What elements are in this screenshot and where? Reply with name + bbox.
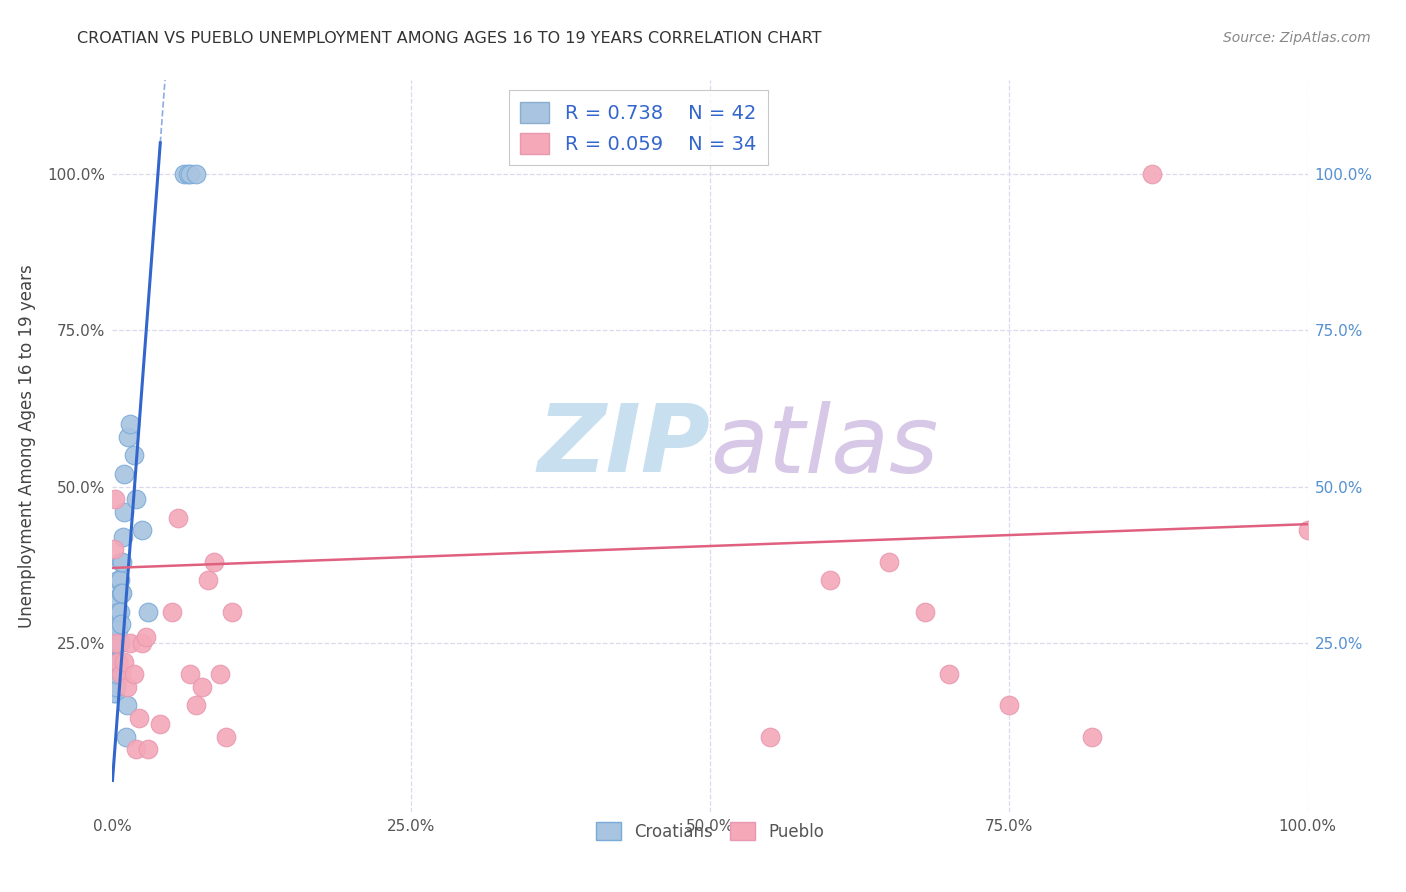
Point [105,680,128,694]
Point [105,636,128,650]
Point [221,605,243,619]
Point [105,592,128,607]
Point [202,555,225,569]
Point [107,605,129,619]
Point [114,655,135,669]
Point [110,586,132,600]
Text: ZIP: ZIP [537,400,710,492]
Point [111,555,134,569]
Text: atlas: atlas [710,401,938,491]
Point [1142,167,1164,181]
Point [104,492,127,507]
Point [108,574,131,588]
Point [149,717,172,731]
Point [120,636,142,650]
Point [114,730,136,744]
Point [110,667,132,681]
Point [191,680,214,694]
Point [103,686,125,700]
Point [112,530,135,544]
Point [104,636,127,650]
Point [131,636,153,650]
Point [120,417,142,431]
Point [115,698,138,713]
Point [173,167,195,181]
Point [107,624,129,638]
Point [177,167,200,181]
Point [197,574,219,588]
Point [103,667,125,681]
Point [186,698,208,713]
Point [105,667,128,681]
Point [209,667,232,681]
Point [105,617,128,632]
Point [179,167,201,181]
Point [135,630,157,644]
Point [108,605,131,619]
Point [117,429,139,443]
Point [103,542,125,557]
Point [104,655,127,669]
Point [186,167,208,181]
Point [107,574,129,588]
Text: Source: ZipAtlas.com: Source: ZipAtlas.com [1223,31,1371,45]
Point [998,698,1021,713]
Point [122,449,145,463]
Text: CROATIAN VS PUEBLO UNEMPLOYMENT AMONG AGES 16 TO 19 YEARS CORRELATION CHART: CROATIAN VS PUEBLO UNEMPLOYMENT AMONG AG… [77,31,823,46]
Point [107,655,129,669]
Point [114,467,135,482]
Point [115,680,138,694]
Point [1081,730,1104,744]
Point [110,555,132,569]
Point [131,524,153,538]
Point [107,655,129,669]
Point [138,605,160,619]
Point [167,511,190,525]
Point [818,574,841,588]
Point [111,586,134,600]
Point [125,742,148,756]
Point [105,636,128,650]
Point [105,655,128,669]
Point [104,667,127,681]
Point [125,492,148,507]
Point [105,617,128,632]
Point [179,667,201,681]
Point [105,636,128,650]
Point [110,617,132,632]
Point [215,730,238,744]
Point [122,667,145,681]
Point [162,605,183,619]
Legend: Croatians, Pueblo: Croatians, Pueblo [589,815,831,847]
Y-axis label: Unemployment Among Ages 16 to 19 years: Unemployment Among Ages 16 to 19 years [18,264,37,628]
Point [104,686,127,700]
Point [138,742,160,756]
Point [759,730,782,744]
Point [103,648,125,663]
Point [108,636,131,650]
Point [1296,524,1319,538]
Point [914,605,936,619]
Point [114,505,135,519]
Point [938,667,960,681]
Point [128,711,150,725]
Point [879,555,901,569]
